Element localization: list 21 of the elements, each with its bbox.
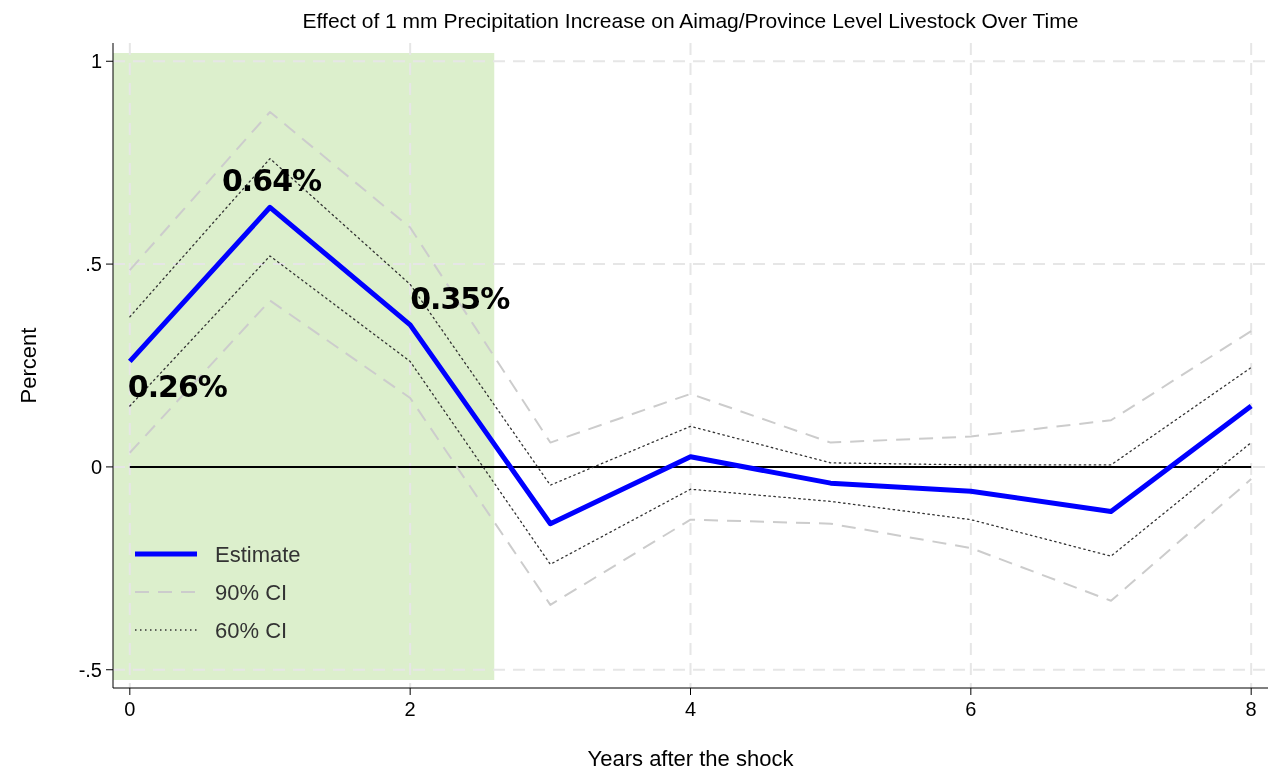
- line-series: [128, 110, 1253, 444]
- annotation: 0.26%: [127, 369, 228, 405]
- annotation: 0.64%: [221, 163, 323, 199]
- x-tick-label: 0: [124, 698, 136, 720]
- y-tick-label: 0: [90, 455, 102, 478]
- x-tick-label: 8: [1245, 698, 1257, 720]
- y-tick-label: -.5: [78, 658, 102, 681]
- y-tick-label: 1: [90, 50, 102, 73]
- legend-label: 90% CI: [215, 579, 288, 605]
- y-axis-title: Percent: [16, 327, 41, 404]
- line-series: [129, 255, 1252, 565]
- chart-title: Effect of 1 mm Precipitation Increase on Aimag/Province Level Livestock Over Time: [302, 9, 1079, 32]
- x-tick-label: 4: [684, 698, 697, 720]
- x-tick-label: 2: [404, 698, 416, 720]
- annotation: 0.35%: [410, 280, 511, 316]
- x-tick-label: 6: [965, 698, 977, 720]
- x-axis-title: Years after the shock: [587, 746, 795, 771]
- line-series: [129, 157, 1252, 486]
- legend-label: Estimate: [215, 541, 301, 567]
- y-tick-label: .5: [85, 253, 102, 276]
- legend-label: 60% CI: [215, 617, 288, 643]
